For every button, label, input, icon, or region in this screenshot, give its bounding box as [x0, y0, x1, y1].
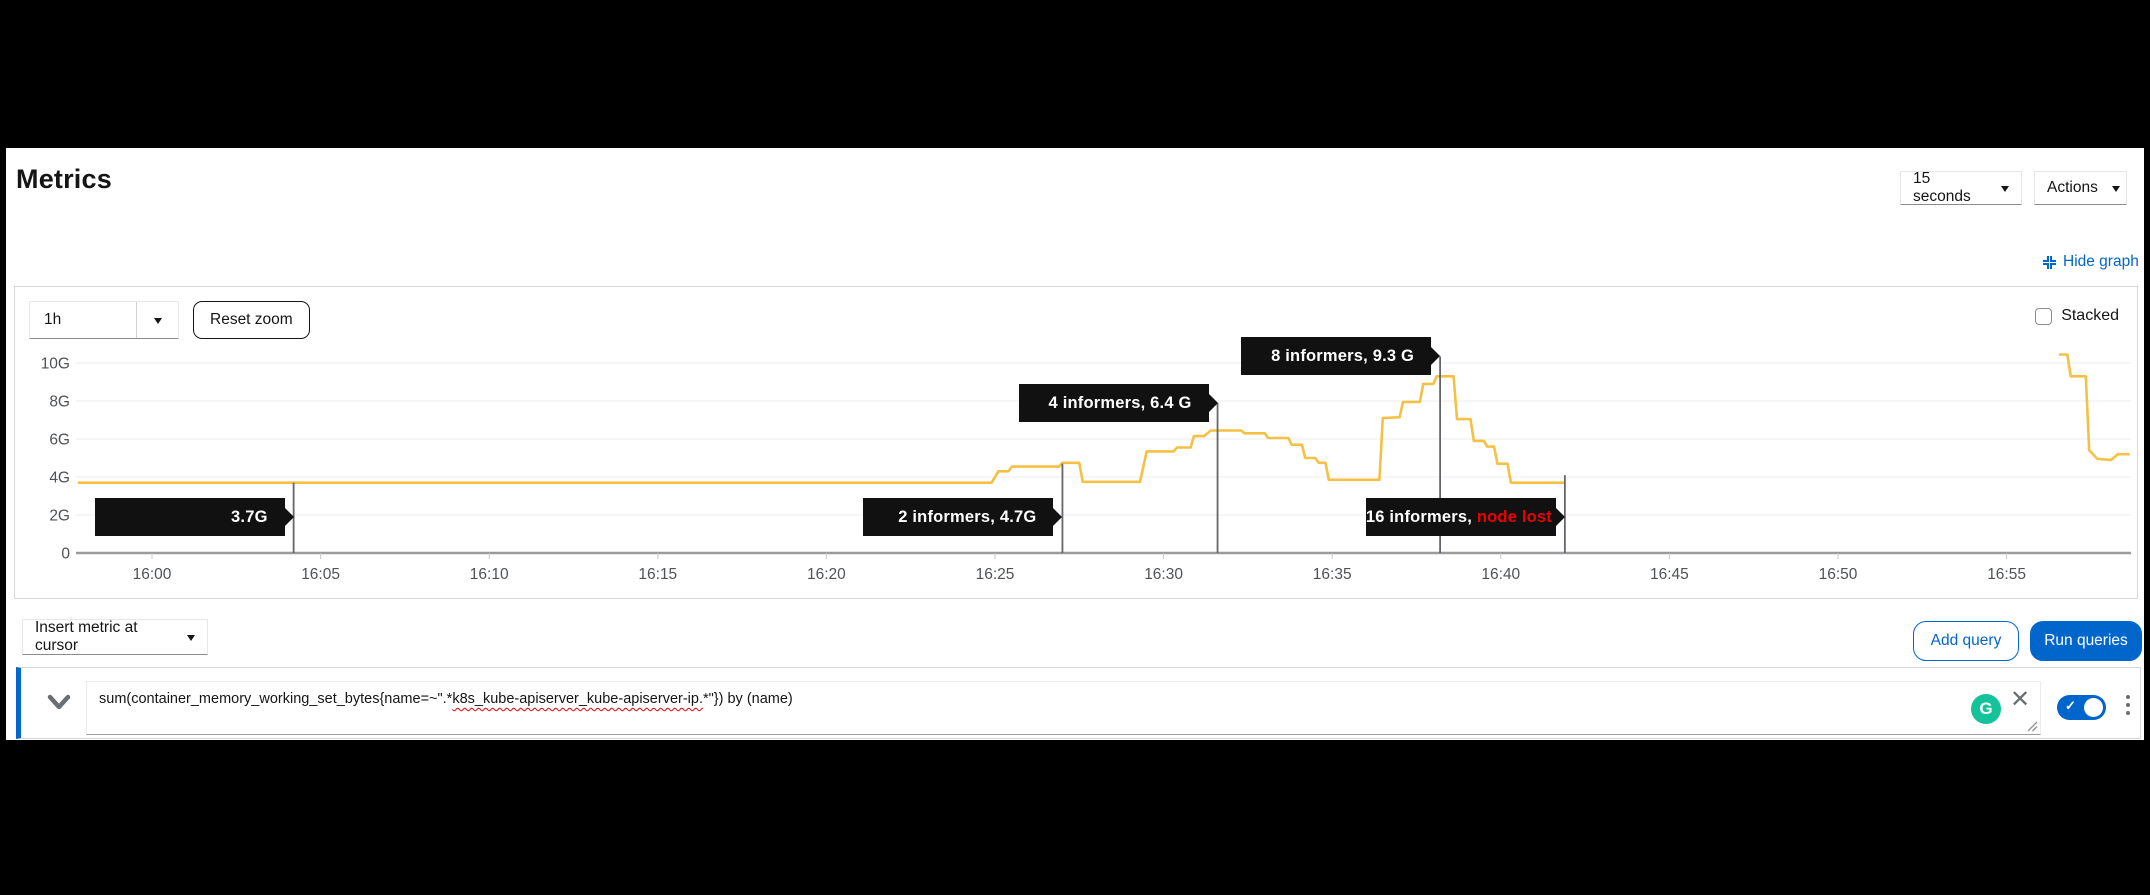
insert-metric-label: Insert metric at cursor [35, 619, 138, 654]
series-line [2058, 353, 2130, 462]
chevron-down-icon [2111, 186, 2120, 196]
annotation-tooltip: 4 informers, 6.4 G [1018, 383, 1209, 422]
metrics-chart: 0 2G 4G 6G 8G 10G 16:00 16:05 16:10 16:15 16:20 16:… [15, 331, 2138, 587]
y-axis-tick-label: 8G [49, 394, 70, 411]
y-axis-tick-label: 10G [41, 356, 70, 373]
x-axis-tick-label: 16:35 [1313, 566, 1352, 583]
check-icon: ✓ [2065, 698, 2076, 713]
hide-graph-link[interactable]: Hide graph [2042, 253, 2139, 271]
query-enabled-toggle[interactable]: ✓ [2057, 695, 2106, 720]
x-axis-tick-label: 16:00 [133, 566, 172, 583]
hide-graph-label: Hide graph [2063, 253, 2139, 270]
refresh-interval-select[interactable]: 15 seconds [1900, 170, 2022, 205]
add-query-button[interactable]: Add query [1913, 621, 2019, 661]
expand-query-chevron-icon[interactable] [47, 694, 71, 710]
chevron-down-icon [187, 635, 195, 645]
query-text: sum(container_memory_working_set_bytes{n… [99, 691, 453, 707]
x-axis-tick-label: 16:45 [1650, 566, 1689, 583]
annotation-tooltip-arrow [1207, 392, 1218, 413]
toggle-knob [2084, 698, 2103, 717]
stacked-label: Stacked [2061, 307, 2119, 324]
annotation-tooltip: 3.7G [94, 497, 285, 536]
y-axis-tick-label: 4G [49, 470, 70, 487]
compress-icon [2043, 255, 2056, 269]
query-card: sum(container_memory_working_set_bytes{n… [16, 667, 2141, 739]
x-axis-tick-label: 16:10 [470, 566, 509, 583]
chevron-down-icon [153, 318, 162, 328]
annotation-tooltip-arrow [283, 506, 294, 527]
query-text: *"}) by (name) [702, 691, 793, 707]
x-axis-tick-label: 16:05 [301, 566, 340, 583]
y-axis-tick-label: 0 [61, 546, 70, 563]
x-axis-tick-label: 16:15 [638, 566, 677, 583]
graph-panel: 1h Reset zoom Stacked 0 2G 4G 6G 8G 10G 16:00 1… [14, 286, 2138, 599]
resize-handle-icon[interactable] [2027, 721, 2038, 732]
run-queries-button[interactable]: Run queries [2030, 621, 2142, 661]
stacked-control: Stacked [2035, 307, 2119, 325]
chart-canvas: 0 2G 4G 6G 8G 10G 16:00 16:05 16:10 16:15 16:20 16:… [41, 353, 2131, 583]
time-range-value: 1h [44, 311, 62, 328]
annotation-tooltip: 8 informers, 9.3 G [1241, 337, 1432, 376]
close-icon[interactable]: ✕ [2010, 686, 2031, 713]
annotation-tooltip-arrow [1052, 506, 1063, 527]
insert-metric-dropdown[interactable]: Insert metric at cursor [22, 619, 208, 655]
reset-zoom-button[interactable]: Reset zoom [193, 301, 310, 339]
metrics-page: Metrics 15 seconds Actions Hide graph 1h… [6, 148, 2144, 740]
stacked-checkbox[interactable] [2035, 307, 2053, 325]
x-axis-tick-label: 16:30 [1144, 566, 1183, 583]
x-axis-tick-label: 16:50 [1819, 566, 1858, 583]
page-title: Metrics [16, 164, 112, 194]
chevron-down-icon [2001, 186, 2009, 196]
grammarly-icon[interactable]: G [1971, 694, 2001, 724]
annotation-tooltip-arrow [1430, 346, 1441, 367]
x-axis-tick-label: 16:20 [807, 566, 846, 583]
time-range-caret-zone[interactable] [136, 302, 178, 338]
time-range-select[interactable]: 1h [29, 301, 179, 339]
annotation-tooltip-arrow [1554, 506, 1565, 527]
refresh-interval-value: 15 seconds [1913, 170, 1971, 205]
x-axis-tick-label: 16:25 [976, 566, 1015, 583]
kebab-menu-icon[interactable] [2118, 688, 2138, 722]
annotation-tooltip: 16 informers, node lost [1365, 497, 1556, 536]
y-axis-tick-label: 6G [49, 432, 70, 449]
annotation-tooltip: 2 informers, 4.7G [863, 497, 1054, 536]
actions-dropdown[interactable]: Actions [2034, 171, 2127, 205]
x-axis-tick-label: 16:55 [1987, 566, 2026, 583]
y-axis-tick-label: 2G [49, 508, 70, 525]
series-line [77, 375, 1565, 484]
actions-label: Actions [2047, 179, 2098, 196]
query-expression-input[interactable]: sum(container_memory_working_set_bytes{n… [86, 681, 2041, 735]
x-axis-tick-label: 16:40 [1481, 566, 1520, 583]
query-text-misspelled: k8s_kube-apiserver_kube-apiserver-ip. [452, 691, 703, 707]
